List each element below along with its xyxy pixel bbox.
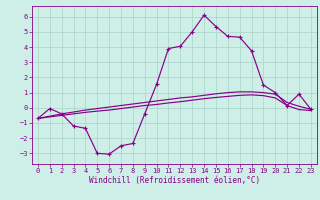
X-axis label: Windchill (Refroidissement éolien,°C): Windchill (Refroidissement éolien,°C) — [89, 176, 260, 185]
